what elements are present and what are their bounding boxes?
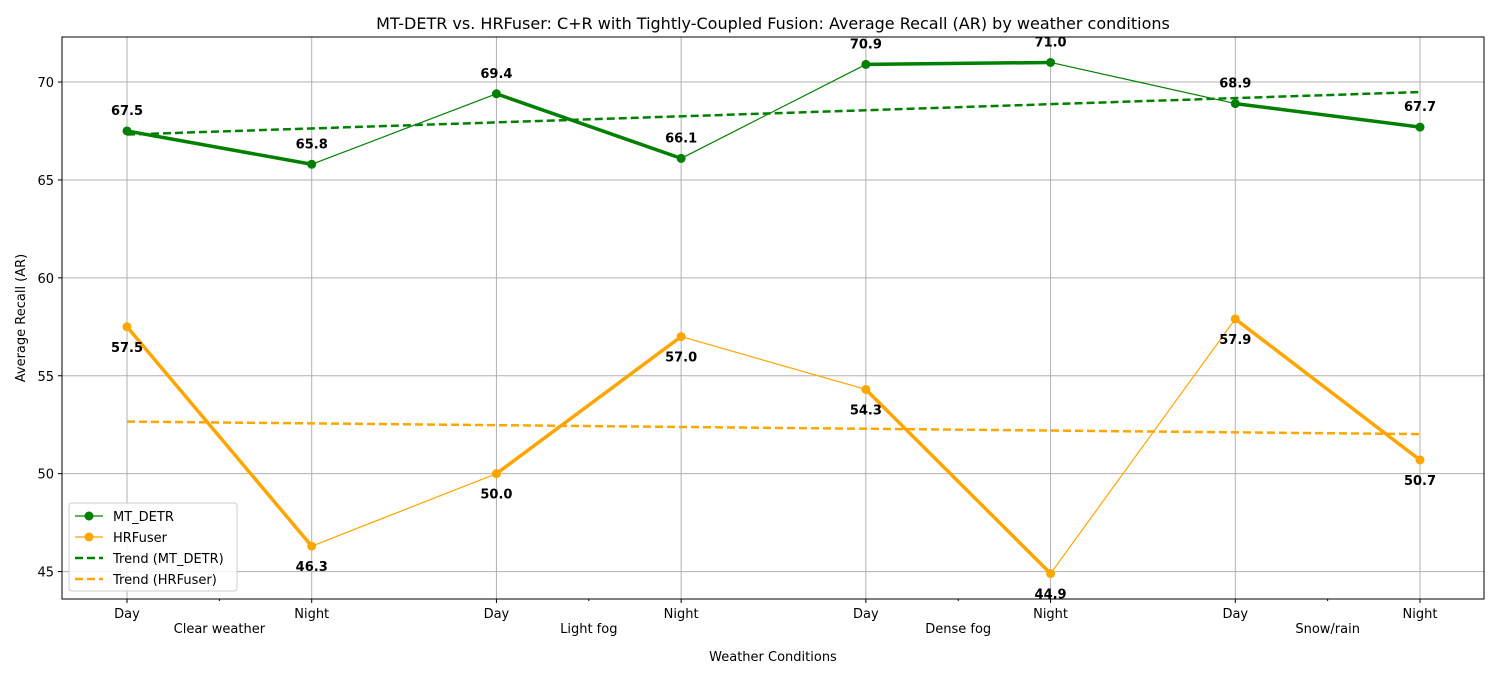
- data-label: 67.5: [111, 104, 143, 119]
- x-group-label: Light fog: [560, 622, 617, 637]
- x-tick-label: Day: [114, 607, 140, 622]
- y-axis: 45 50 55 60 65 70: [37, 76, 62, 581]
- series-segment-thick: [1233, 317, 1422, 462]
- legend-label: HRFuser: [113, 531, 168, 546]
- x-tick-label: Night: [664, 607, 699, 622]
- series-point: [1230, 99, 1240, 109]
- series-point: [1046, 57, 1056, 67]
- data-label: 68.9: [1219, 77, 1251, 92]
- data-label: 65.8: [296, 137, 328, 152]
- legend-box: [68, 502, 238, 592]
- y-tick-label: 55: [37, 370, 54, 385]
- series-segment-thin: [311, 473, 498, 547]
- x-tick-label: Day: [484, 607, 510, 622]
- series-segment-thin: [311, 93, 498, 165]
- y-tick-label: 50: [37, 468, 54, 483]
- series-point: [491, 469, 501, 479]
- series-point: [861, 384, 871, 394]
- data-label: 71.0: [1035, 35, 1067, 50]
- legend-swatch-marker: [84, 532, 94, 542]
- x-axis: Day Night Day Night Day Night Day Night Clear we…: [114, 599, 1437, 637]
- legend-label: Trend (MT_DETR): [112, 552, 224, 567]
- series-point: [861, 59, 871, 69]
- series-segment-thick: [494, 334, 683, 476]
- x-group-label: Snow/rain: [1295, 622, 1360, 637]
- data-label: 50.0: [480, 488, 512, 503]
- data-label: 66.1: [665, 131, 697, 146]
- grid: [62, 37, 1484, 599]
- y-tick-label: 70: [37, 76, 54, 91]
- legend-swatch-marker: [84, 511, 94, 521]
- series-layer: [122, 57, 1425, 579]
- series-point: [307, 541, 317, 551]
- legend-label: MT_DETR: [113, 510, 174, 525]
- y-tick-label: 45: [37, 566, 54, 581]
- x-axis-label: Weather Conditions: [709, 650, 837, 665]
- series-segment-thick: [494, 92, 683, 161]
- data-label: 57.9: [1219, 333, 1251, 348]
- series-segment-thick: [125, 325, 314, 548]
- series-segment-thin: [680, 336, 867, 391]
- data-label: 70.9: [850, 37, 882, 52]
- legend: MT_DETR HRFuser Trend (MT_DETR) Trend (HRFu…: [68, 502, 238, 592]
- data-label: 50.7: [1404, 474, 1436, 489]
- data-label: 54.3: [850, 403, 882, 418]
- y-tick-label: 60: [37, 272, 54, 287]
- series-point: [676, 153, 686, 163]
- series-segment-thin: [1049, 318, 1236, 575]
- trend-line: [126, 90, 1421, 136]
- trend-line: [126, 420, 1421, 436]
- series-segment-thick: [1233, 101, 1422, 129]
- series-point: [676, 332, 686, 342]
- data-label: 69.4: [480, 67, 512, 82]
- data-label: 67.7: [1404, 100, 1436, 115]
- series-segment-thick: [864, 387, 1053, 576]
- chart-title: MT-DETR vs. HRFuser: C+R with Tightly-Co…: [376, 14, 1170, 33]
- series-point: [1415, 122, 1425, 132]
- series-segment-thin: [1049, 61, 1236, 105]
- x-tick-label: Night: [1403, 607, 1438, 622]
- series-point: [1230, 314, 1240, 324]
- series-point: [122, 322, 132, 332]
- series-point: [122, 126, 132, 136]
- data-label: 57.5: [111, 341, 143, 356]
- x-tick-label: Night: [294, 607, 329, 622]
- legend-label: Trend (HRFuser): [112, 573, 217, 588]
- x-tick-label: Day: [1222, 607, 1248, 622]
- x-tick-label: Day: [853, 607, 879, 622]
- x-group-label: Dense fog: [925, 622, 991, 637]
- y-tick-label: 65: [37, 174, 54, 189]
- data-label: 57.0: [665, 351, 697, 366]
- series-point: [1415, 455, 1425, 465]
- series-segment-thick: [125, 129, 314, 167]
- series-segment-thin: [680, 63, 867, 160]
- series-point: [307, 159, 317, 169]
- x-tick-label: Night: [1033, 607, 1068, 622]
- series-segment-thick: [864, 60, 1053, 67]
- x-group-label: Clear weather: [174, 622, 266, 637]
- series-point: [1046, 569, 1056, 579]
- plot-frame: [61, 36, 1485, 600]
- data-label: 46.3: [296, 560, 328, 575]
- series-point: [491, 89, 501, 99]
- y-axis-label: Average Recall (AR): [14, 254, 29, 383]
